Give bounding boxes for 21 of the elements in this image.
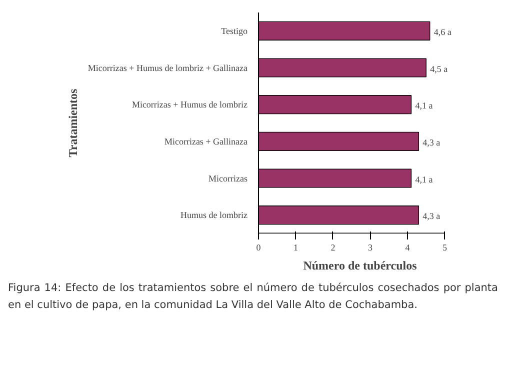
y-tick-label: Micorrizas + Humus de lombriz: [132, 100, 248, 110]
x-tick-label: 3: [368, 242, 373, 252]
data-label: 4,6 a: [434, 26, 452, 37]
y-tick-label: Micorrizas: [208, 173, 248, 184]
x-tick-label: 0: [256, 242, 262, 252]
x-axis-title: Número de tubérculos: [303, 258, 418, 272]
data-label: 4,1 a: [415, 100, 433, 111]
x-tick-label: 2: [330, 242, 336, 252]
x-tick-label: 5: [442, 242, 448, 252]
data-label: 4,5 a: [430, 64, 448, 74]
x-tick-label: 1: [294, 242, 298, 252]
y-tick-label: Humus de lombriz: [180, 210, 248, 220]
x-tick-label: 4: [405, 242, 410, 252]
y-axis-title: Tratamientos: [66, 88, 80, 158]
y-tick-label: Micorrizas + Gallinaza: [164, 136, 248, 146]
data-label: 4,1 a: [415, 174, 433, 184]
text: Figura 14: Efecto de los tratamientos sobre el número de tubérculos cosechados por planta en el cultivo de papa, en la comunidad La Villa del Valle Alto de Cochabamba.: [8, 281, 498, 313]
data-label: 4,3 a: [422, 137, 440, 148]
data-label: 4,3 a: [422, 211, 440, 222]
y-tick-label: Micorrizas + Humus de lombriz + Gallinaza: [88, 62, 248, 73]
y-tick-label: Testigo: [221, 26, 248, 36]
